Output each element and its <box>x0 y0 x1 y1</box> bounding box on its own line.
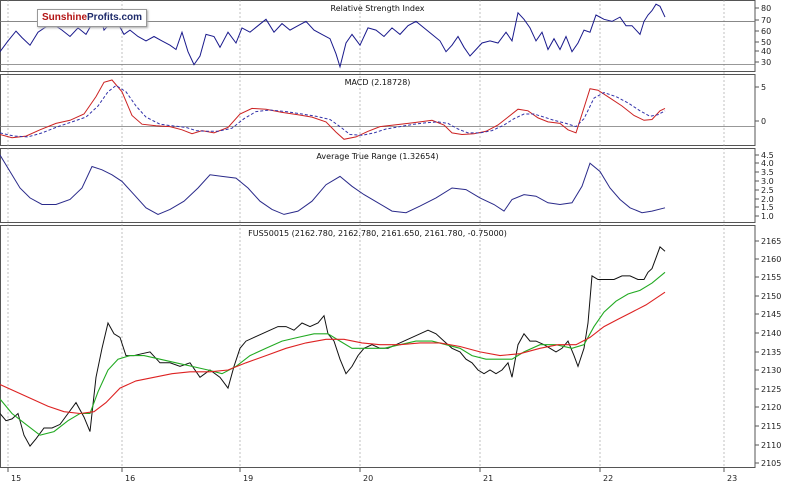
y-tick-label: 4.0 <box>761 159 774 168</box>
y-tick-label: 3.5 <box>761 168 774 177</box>
x-tick-label: 21 <box>483 474 493 483</box>
series-line-2 <box>0 84 666 138</box>
panel-2: MACD (2.18728) 5 0 <box>0 78 766 140</box>
y-tick-label: 2145 <box>761 310 781 319</box>
y-tick-label: 1.5 <box>761 203 774 212</box>
y-tick-label: 3.0 <box>761 177 774 186</box>
panel-title: FUS50015 (2162.780, 2162.780, 2161.650, … <box>248 229 507 238</box>
y-tick-label: 2150 <box>761 292 781 301</box>
y-tick-label: 2.0 <box>761 195 774 204</box>
panel-frame <box>0 0 756 72</box>
x-tick-label: 16 <box>125 474 135 483</box>
panels: Relative Strength Index 807060504030MACD … <box>0 3 781 468</box>
y-tick-label: 5 <box>761 83 766 92</box>
y-tick-label: 2130 <box>761 366 781 375</box>
series-line-1 <box>0 154 666 215</box>
brand-name-part2: Profits.com <box>87 12 143 23</box>
y-tick-label: 80 <box>761 4 771 13</box>
y-tick-label: 70 <box>761 16 771 25</box>
y-tick-label: 4.5 <box>761 151 774 160</box>
panel-frame <box>0 74 756 146</box>
y-tick-label: 2155 <box>761 273 781 282</box>
y-tick-label: 40 <box>761 47 771 56</box>
panel-title: Average True Range (1.32654) <box>316 152 438 161</box>
brand-logo[interactable]: SunshineProfits.com <box>37 9 148 27</box>
panel-3: Average True Range (1.32654) 4.54.03.53.0… <box>0 151 774 221</box>
panel-title: MACD (2.18728) <box>345 78 411 87</box>
y-tick-label: 60 <box>761 27 771 36</box>
x-tick-label: 22 <box>603 474 613 483</box>
y-tick-label: 2160 <box>761 255 781 264</box>
series-line-1 <box>0 246 666 447</box>
y-tick-label: 2120 <box>761 403 781 412</box>
x-tick-label: 15 <box>11 474 21 483</box>
series-line-2 <box>0 271 666 436</box>
y-tick-label: 2110 <box>761 441 781 450</box>
panel-frame <box>0 225 756 468</box>
y-tick-label: 1.0 <box>761 212 774 221</box>
y-tick-label: 50 <box>761 38 771 47</box>
y-tick-label: 2125 <box>761 385 781 394</box>
y-tick-label: 2105 <box>761 459 781 468</box>
y-tick-label: 30 <box>761 58 771 67</box>
panel-title: Relative Strength Index <box>331 4 425 13</box>
x-axis: 15 16 19 20 21 22 23 <box>7 468 737 483</box>
brand-name-part1: Sunshine <box>42 12 88 23</box>
y-tick-label: 0 <box>761 117 766 126</box>
panel-4: FUS50015 (2162.780, 2162.780, 2161.650, … <box>0 229 781 468</box>
y-tick-label: 2115 <box>761 422 781 431</box>
series-line-3 <box>0 291 666 415</box>
panel-frame <box>0 148 756 223</box>
y-tick-label: 2140 <box>761 329 781 338</box>
y-tick-label: 2.5 <box>761 186 774 195</box>
x-tick-label: 19 <box>243 474 253 483</box>
y-tick-label: 2165 <box>761 237 781 246</box>
x-tick-label: 20 <box>363 474 373 483</box>
panel-frames <box>0 0 756 468</box>
series-line-1 <box>0 79 666 140</box>
y-tick-label: 2135 <box>761 348 781 357</box>
x-tick-label: 23 <box>727 474 737 483</box>
